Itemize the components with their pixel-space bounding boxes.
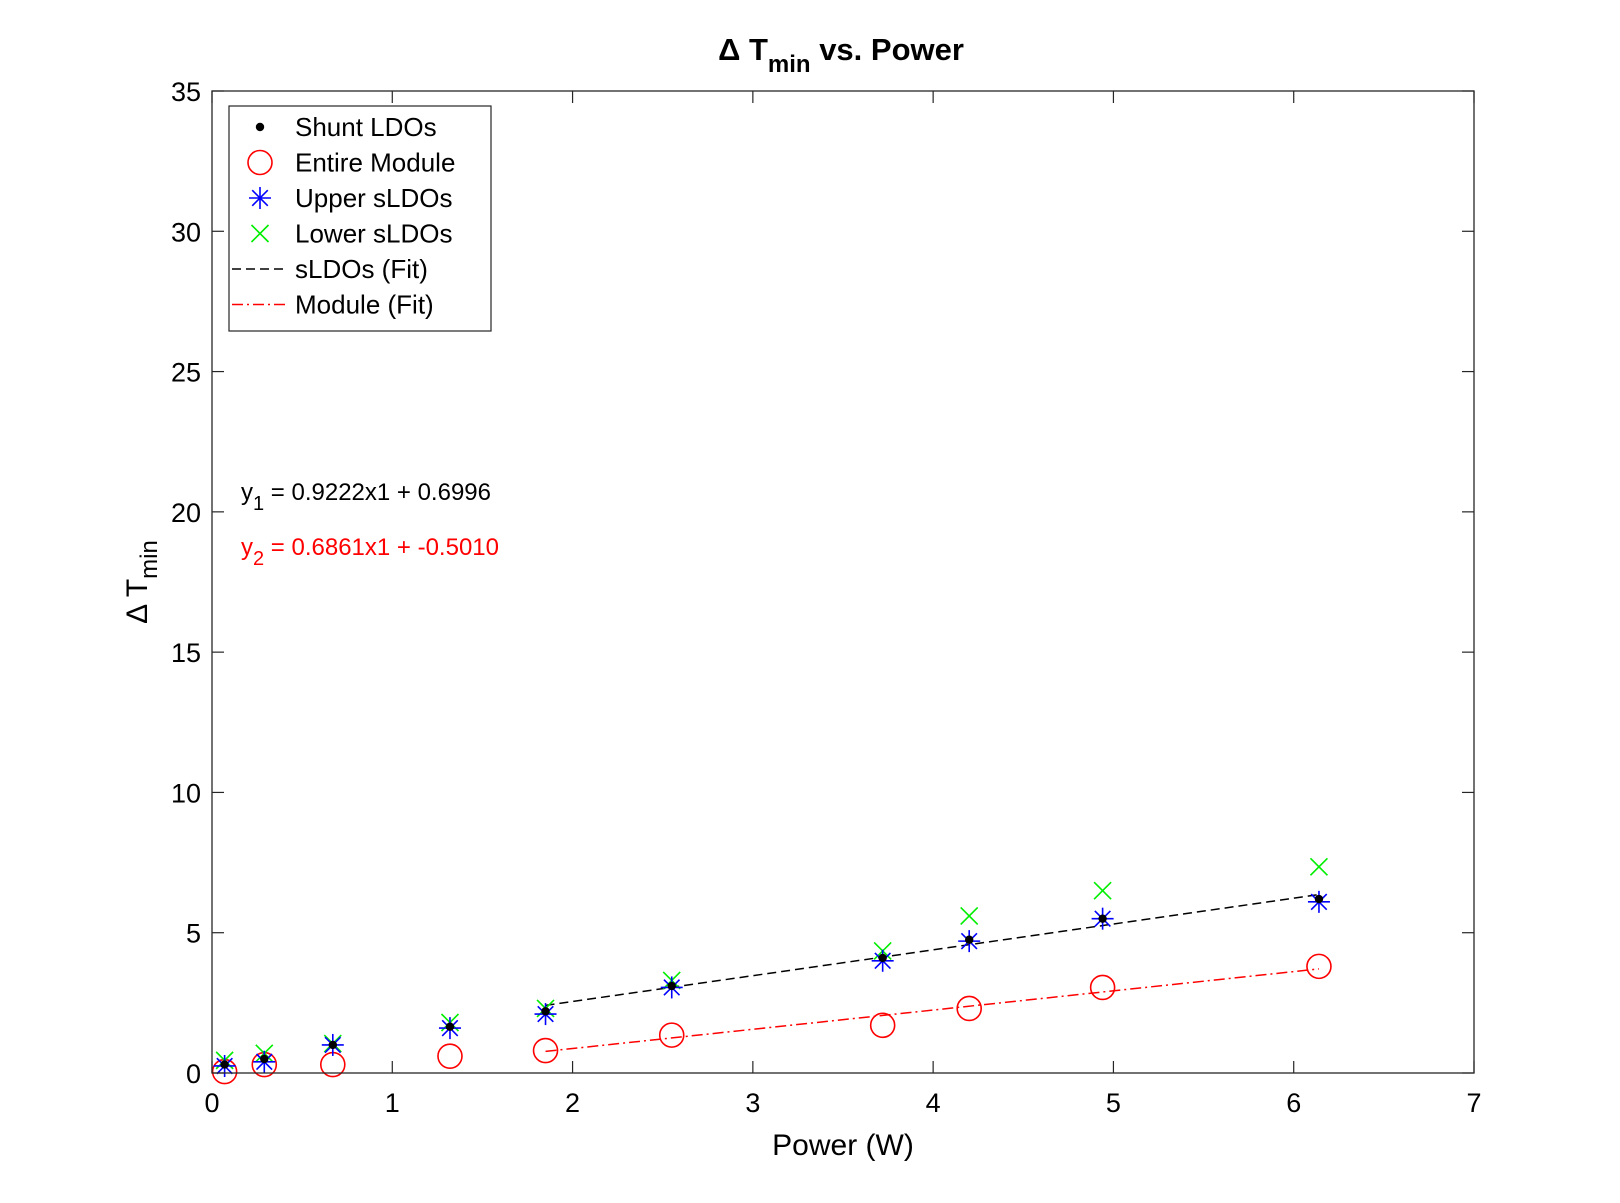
chart-title: Δ Tmin vs. Power (718, 32, 964, 78)
data-point (1089, 974, 1116, 1001)
y-tick-label: 35 (171, 77, 201, 107)
legend-label: Upper sLDOs (295, 183, 453, 213)
legend-item-entire-module: Entire Module (247, 148, 455, 178)
data-point (437, 1043, 463, 1069)
data-point (1314, 894, 1324, 904)
data-point (667, 981, 676, 991)
x-tick-labels: 0 1 2 3 4 5 6 7 (204, 1088, 1481, 1118)
series-shunt-ldos (220, 894, 1324, 1069)
legend-swatch (255, 122, 265, 132)
data-point (658, 1022, 685, 1048)
x-tick-label: 2 (565, 1088, 580, 1118)
x-tick-label: 5 (1106, 1088, 1121, 1118)
fit-equations: y1 = 0.9222x1 + 0.6996 y2 = 0.6861x1 + -0… (241, 479, 499, 570)
series-entire-module (211, 953, 1332, 1085)
y-tick-label: 25 (171, 358, 201, 388)
data-point (956, 995, 983, 1022)
legend-swatch (250, 224, 270, 243)
x-tick-label: 7 (1466, 1088, 1481, 1118)
y-tick-label: 5 (186, 919, 201, 949)
legend-box (228, 105, 492, 332)
data-point (445, 1022, 455, 1031)
legend-item-module-fit: Module (Fit) (232, 290, 434, 320)
fit-equation-1: y1 = 0.9222x1 + 0.6996 (241, 479, 491, 515)
data-point (1098, 914, 1107, 923)
x-tick-label: 6 (1286, 1088, 1301, 1118)
legend-label: Lower sLDOs (295, 219, 453, 249)
data-point (1306, 953, 1332, 980)
legend-swatch (247, 149, 273, 176)
y-tick-label: 20 (171, 498, 201, 528)
legend-label: Shunt LDOs (295, 112, 437, 142)
legend-label: sLDOs (Fit) (295, 254, 428, 284)
axes-box (211, 90, 1475, 1074)
data-markers (211, 857, 1332, 1085)
data-point (960, 906, 979, 925)
y-tick-label: 30 (171, 217, 201, 247)
data-point (1309, 857, 1329, 876)
legend-swatch (249, 187, 271, 209)
y-axis-label: Δ Tmin (121, 540, 163, 624)
legend-item-sldos-fit: sLDOs (Fit) (232, 254, 428, 284)
legend-label: Entire Module (295, 148, 455, 178)
data-point (220, 1060, 229, 1069)
y-tick-label: 15 (171, 638, 201, 668)
fit-line-module-fit (545, 968, 1320, 1053)
legend-items: Shunt LDOs Entire Module Upper sLDOs Lower … (232, 112, 455, 320)
data-point (260, 1054, 269, 1064)
legend-item-upper-sldos: Upper sLDOs (249, 183, 453, 213)
data-point (965, 935, 974, 944)
data-point (541, 1007, 550, 1016)
fit-equation-2: y2 = 0.6861x1 + -0.5010 (241, 534, 499, 570)
legend-label: Module (Fit) (295, 290, 434, 320)
data-point (878, 953, 887, 963)
x-tick-label: 3 (745, 1088, 760, 1118)
x-tick-label: 1 (385, 1088, 400, 1118)
legend-item-lower-sldos: Lower sLDOs (250, 219, 453, 249)
y-tick-labels: 0 5 10 15 20 25 30 35 (171, 77, 201, 1089)
x-tick-label: 0 (204, 1088, 219, 1118)
x-tick-label: 4 (926, 1088, 941, 1118)
y-tick-label: 0 (186, 1059, 201, 1089)
data-point (532, 1037, 559, 1064)
x-axis-label: Power (W) (772, 1129, 914, 1162)
y-tick-label: 10 (171, 778, 201, 808)
data-point (328, 1040, 337, 1050)
legend: Shunt LDOs Entire Module Upper sLDOs Lower … (228, 105, 492, 332)
legend-item-shunt-ldos: Shunt LDOs (255, 112, 437, 142)
data-point (1093, 881, 1112, 900)
data-point (869, 1012, 896, 1039)
